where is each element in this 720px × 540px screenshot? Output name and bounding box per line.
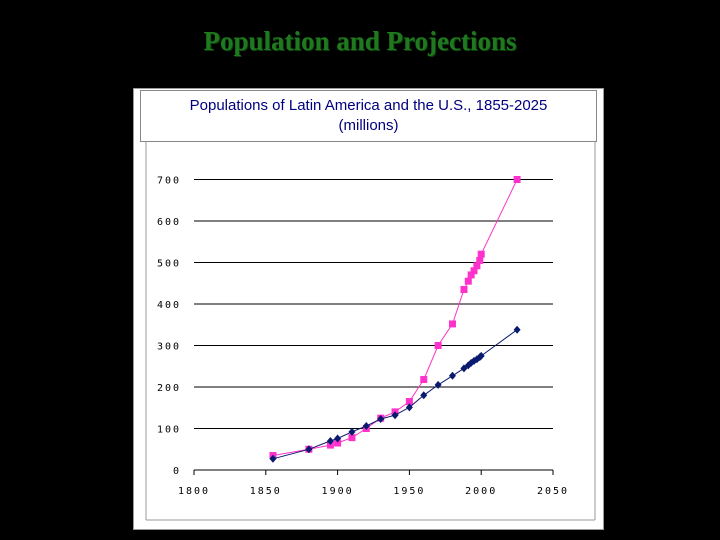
y-tick-label: 600: [157, 217, 181, 228]
series-2-point: [362, 422, 370, 431]
series-2-point: [305, 445, 313, 454]
series-2-point: [420, 391, 428, 400]
series-2-point: [269, 454, 277, 463]
x-tick-label: 1950: [393, 486, 425, 497]
y-tick-label: 300: [157, 342, 181, 353]
series-1-point: [476, 256, 484, 264]
chart-subtitle: (millions): [338, 117, 399, 134]
series-1-point: [473, 262, 481, 270]
x-tick-label: 2050: [537, 486, 569, 497]
slide-title: Population and Projections: [203, 26, 517, 56]
series-1-point: [326, 441, 334, 449]
y-tick-label: 700: [157, 176, 181, 187]
series-1-point: [470, 267, 478, 275]
series-2-point: [377, 414, 385, 423]
x-tick-label: 1900: [322, 486, 354, 497]
x-tick-label: 1800: [178, 486, 210, 497]
series-1-point: [467, 271, 475, 279]
y-tick-label: 0: [173, 466, 181, 477]
series-1-point: [348, 434, 356, 442]
series-1-point: [405, 398, 413, 406]
y-tick-label: 500: [157, 259, 181, 270]
chart-frame: [133, 88, 604, 530]
x-tick-label: 2000: [465, 486, 497, 497]
series-1-point: [448, 320, 456, 328]
series-2-point: [391, 411, 399, 420]
series-1-point: [477, 250, 485, 258]
chart-title: Populations of Latin America and the U.S…: [189, 97, 548, 114]
chart-header: Populations of Latin America and the U.S…: [140, 90, 597, 142]
series-1-point: [420, 376, 428, 384]
series-2-point: [434, 380, 442, 389]
series-2-point: [348, 427, 356, 436]
y-tick-label: 400: [157, 300, 181, 311]
series-1-point: [513, 176, 521, 183]
series-2-point: [448, 371, 456, 380]
y-tick-label: 200: [157, 383, 181, 394]
plot-area: [145, 142, 596, 521]
series-2-point: [334, 434, 342, 443]
y-tick-label: 100: [157, 425, 181, 436]
x-tick-label: 1850: [250, 486, 282, 497]
series-2-point: [477, 351, 485, 360]
series-2-line: [272, 329, 518, 460]
series-1-point: [334, 439, 342, 447]
series-2-point: [513, 325, 521, 334]
series-1-point: [434, 342, 442, 349]
series-1-point: [464, 277, 472, 285]
series-1-point: [460, 285, 468, 293]
series-2-point: [405, 403, 413, 412]
series-2-point: [326, 436, 334, 445]
